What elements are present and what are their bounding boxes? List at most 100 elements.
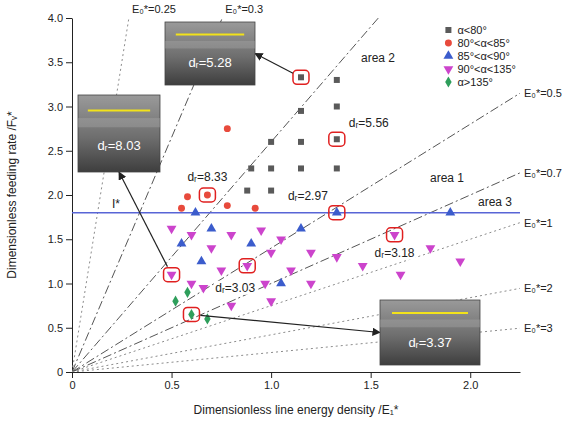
reference-line-label: E₀*=2 bbox=[524, 282, 553, 294]
annotation-patch bbox=[186, 170, 228, 184]
point bbox=[204, 192, 211, 199]
y-axis-line bbox=[72, 19, 73, 373]
x-tick-mark bbox=[72, 372, 73, 378]
highlight bbox=[164, 268, 180, 282]
legend-marker bbox=[445, 76, 451, 87]
legend-marker bbox=[443, 50, 453, 59]
inset-texture bbox=[380, 320, 480, 328]
point bbox=[177, 238, 187, 247]
x-tick-mark bbox=[470, 372, 471, 378]
highlight bbox=[183, 307, 199, 321]
legend-marker bbox=[443, 66, 453, 75]
point bbox=[188, 309, 194, 320]
y-tick-mark bbox=[66, 239, 72, 240]
highlight bbox=[329, 132, 345, 146]
annotation: dᵣ=8.33 bbox=[187, 170, 227, 184]
point bbox=[296, 223, 306, 232]
y-axis: 00.51.01.52.02.53.03.54.0 bbox=[48, 12, 73, 378]
annotation-group: dᵣ=3.18 bbox=[374, 246, 416, 260]
plot-area bbox=[72, 18, 520, 372]
highlight bbox=[387, 228, 403, 242]
annotation: dᵣ=5.56 bbox=[349, 116, 389, 130]
horizontal-line-label-patch bbox=[111, 197, 121, 211]
annotation-patch bbox=[374, 246, 416, 260]
inset: dᵣ=8.03 bbox=[78, 95, 160, 172]
legend: α<80°80°<α<85°85°<α<90°90°<α<135°α>135° bbox=[443, 24, 516, 88]
x-tick: 2.0 bbox=[463, 372, 478, 391]
point bbox=[286, 267, 296, 276]
point bbox=[204, 313, 210, 324]
x-tick-mark bbox=[371, 372, 372, 378]
highlight bbox=[199, 188, 215, 202]
annotation: dᵣ=3.03 bbox=[215, 281, 255, 295]
labels: E₀*=0.25E₀*=0.3E₀*=0.5E₀*=0.7E₀*=1E₀*=2E… bbox=[111, 3, 562, 334]
series bbox=[244, 74, 340, 193]
y-tick-label: 0.5 bbox=[48, 322, 63, 334]
point bbox=[266, 250, 276, 259]
x-tick-label: 1.5 bbox=[364, 379, 379, 391]
x-axis-line bbox=[73, 372, 521, 373]
annotation-group: dᵣ=3.03 bbox=[214, 281, 256, 295]
legend-label: 90°<α<135° bbox=[457, 63, 516, 75]
y-tick: 0 bbox=[57, 366, 72, 378]
point bbox=[332, 207, 342, 216]
point bbox=[206, 223, 216, 232]
point bbox=[298, 74, 304, 80]
legend-entry: 90°<α<135° bbox=[443, 63, 516, 75]
point bbox=[226, 232, 236, 241]
legend-entry: 80°<α<85° bbox=[445, 37, 510, 49]
reference-line-label: E₀*=0.7 bbox=[524, 167, 562, 179]
point bbox=[244, 188, 250, 194]
point bbox=[167, 272, 177, 281]
inset-boundary bbox=[88, 109, 150, 111]
annotation-group: dᵣ=5.56 bbox=[348, 116, 390, 130]
annotation: dᵣ=3.18 bbox=[375, 246, 415, 260]
insets: dᵣ=8.03dᵣ=5.28dᵣ=3.37 bbox=[78, 22, 480, 365]
point bbox=[226, 303, 236, 312]
point bbox=[276, 236, 286, 245]
point bbox=[334, 104, 340, 110]
annotation-group: dᵣ=2.97 bbox=[287, 189, 329, 203]
reference-line bbox=[72, 18, 520, 372]
region-label: area 2 bbox=[361, 51, 395, 65]
legend-label: α>135° bbox=[457, 76, 493, 88]
inset-boundary bbox=[392, 312, 468, 314]
point bbox=[268, 139, 274, 145]
horizontal-line-label-group: I* bbox=[111, 197, 121, 211]
y-tick: 1.0 bbox=[48, 278, 72, 290]
inset-image bbox=[380, 300, 480, 365]
reference-line bbox=[72, 18, 520, 372]
y-tick: 1.5 bbox=[48, 233, 72, 245]
point bbox=[252, 205, 259, 212]
highlights bbox=[164, 70, 403, 321]
series bbox=[172, 287, 210, 325]
y-tick: 0.5 bbox=[48, 322, 72, 334]
point bbox=[268, 188, 274, 194]
point bbox=[196, 256, 206, 265]
reference-line bbox=[72, 223, 520, 372]
annotation: dᵣ=2.97 bbox=[288, 189, 328, 203]
legend-entry: α<80° bbox=[445, 24, 486, 36]
x-tick-label: 0.5 bbox=[164, 379, 179, 391]
y-tick-label: 0 bbox=[57, 366, 63, 378]
series bbox=[167, 226, 466, 312]
point bbox=[425, 245, 435, 254]
point bbox=[276, 278, 286, 287]
point bbox=[172, 296, 178, 307]
x-axis: 00.51.01.52.0 bbox=[69, 372, 520, 391]
point bbox=[266, 298, 276, 307]
annotation-patch bbox=[214, 281, 256, 295]
legend-entry: α>135° bbox=[445, 76, 493, 88]
y-tick-label: 1.5 bbox=[48, 233, 63, 245]
x-tick: 1.5 bbox=[364, 372, 379, 391]
inset: dᵣ=3.37 bbox=[380, 300, 480, 365]
legend-marker bbox=[445, 40, 452, 47]
point bbox=[248, 165, 254, 171]
point bbox=[306, 250, 316, 259]
point bbox=[334, 77, 340, 83]
point bbox=[184, 193, 191, 200]
point bbox=[242, 263, 252, 272]
y-tick-label: 2.5 bbox=[48, 145, 63, 157]
point bbox=[455, 259, 465, 268]
x-tick: 0 bbox=[69, 372, 75, 391]
